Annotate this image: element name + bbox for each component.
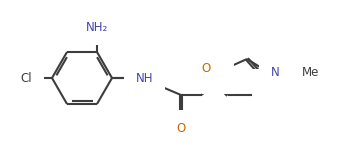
Text: N: N	[271, 65, 280, 78]
Text: NH: NH	[136, 71, 154, 84]
Text: Cl: Cl	[21, 71, 32, 84]
Text: Me: Me	[302, 65, 319, 78]
Text: O: O	[201, 62, 211, 76]
Text: O: O	[263, 81, 273, 94]
Text: N: N	[214, 70, 222, 82]
Text: O: O	[176, 122, 186, 135]
Text: NH₂: NH₂	[86, 21, 108, 33]
